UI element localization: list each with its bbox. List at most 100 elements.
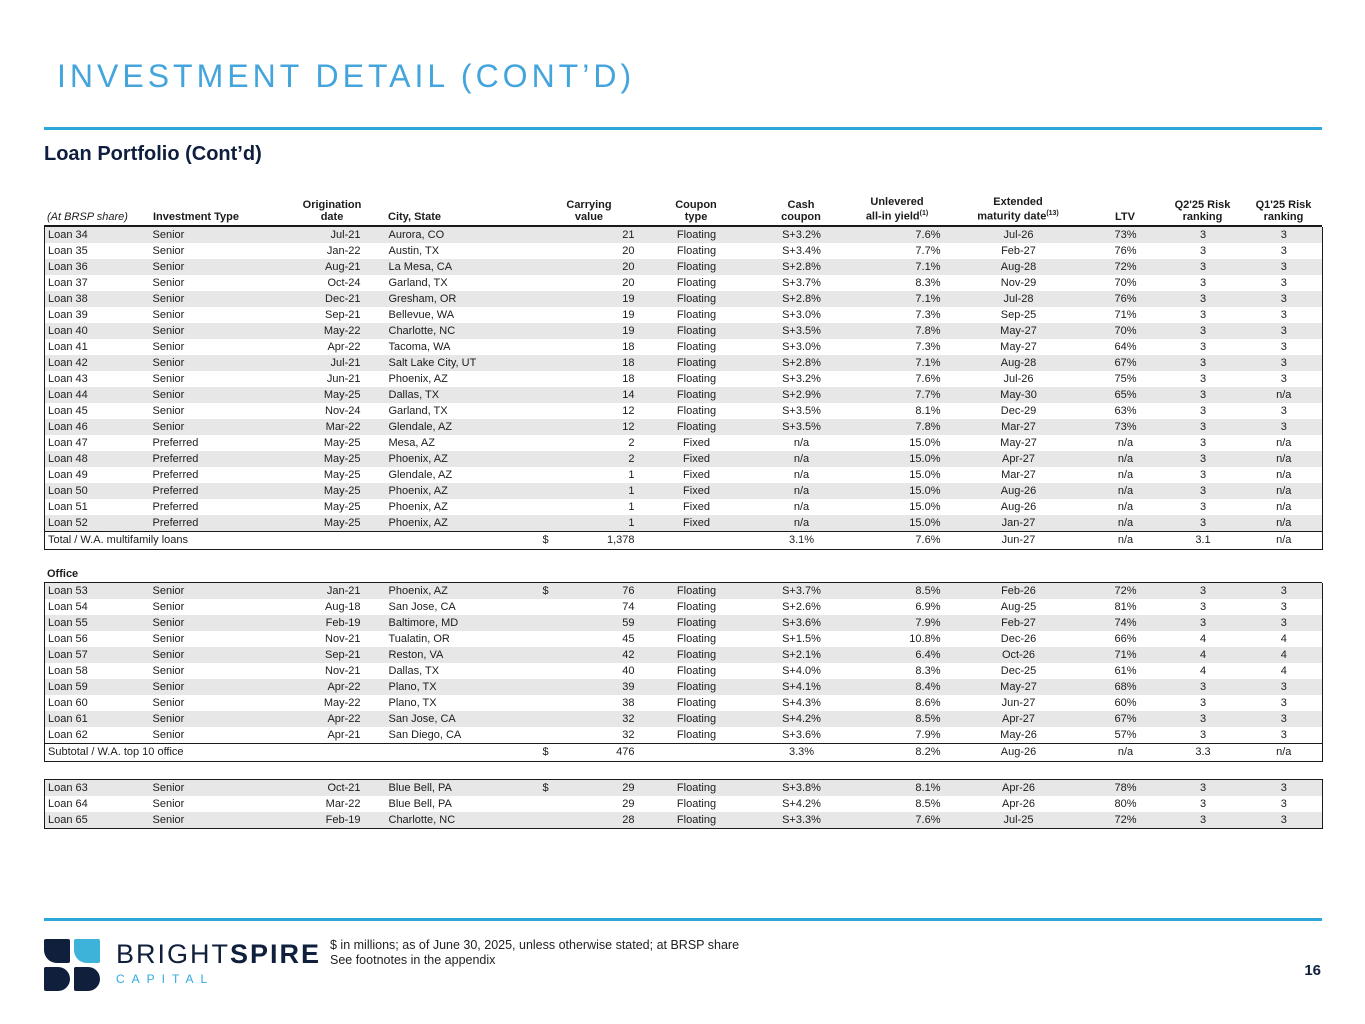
cell: 3 xyxy=(1199,356,1207,369)
cell: 3 xyxy=(1199,781,1207,794)
cell: Sep-21 xyxy=(325,648,361,661)
cell: 18 xyxy=(622,372,635,385)
cell: Floating xyxy=(676,356,717,369)
cell xyxy=(541,227,563,243)
cell: n/a xyxy=(793,484,810,497)
cell: Jul-28 xyxy=(1003,292,1034,305)
cell: Jun-27 xyxy=(1001,696,1036,709)
cell: Plano, TX xyxy=(388,696,437,709)
header-cash-coupon: Cash coupon xyxy=(781,198,821,223)
cell: 3 xyxy=(1280,276,1287,289)
cell: Mar-22 xyxy=(325,797,361,810)
loan-portfolio-table: (At BRSP share) Investment Type Originat… xyxy=(44,196,1323,829)
cell: S+3.7% xyxy=(782,584,821,597)
additional-office-loans-table: Loan 63 Senior Oct-21 Blue Bell, PA $29 Float… xyxy=(44,778,1323,829)
cell: Loan 36 xyxy=(48,260,88,273)
cell: 2 xyxy=(628,436,635,449)
cell: Feb-19 xyxy=(325,616,361,629)
cell: Tualatin, OR xyxy=(388,632,450,645)
cell: Floating xyxy=(676,244,717,257)
cell: 8.5% xyxy=(915,797,941,810)
cell: S+4.1% xyxy=(782,680,821,693)
cell: 3 xyxy=(1199,468,1207,481)
header-coupon-type: Coupon type xyxy=(675,198,717,223)
cell: S+4.2% xyxy=(782,797,821,810)
cell: 3 xyxy=(1199,308,1207,321)
cell: 3 xyxy=(1199,728,1207,741)
cell: 7.1% xyxy=(915,356,941,369)
cell: Aug-25 xyxy=(1000,600,1037,613)
cell: n/a xyxy=(1117,745,1134,758)
cell: S+4.3% xyxy=(782,696,821,709)
cell: 75% xyxy=(1114,372,1137,385)
cell: Reston, VA xyxy=(388,648,444,661)
cell: 4 xyxy=(1280,664,1287,677)
footnote: $ in millions; as of June 30, 2025, unle… xyxy=(330,938,739,968)
cell: S+3.8% xyxy=(782,781,821,794)
table-row: Loan 42 Senior Jul-21 Salt Lake City, UT 18 F… xyxy=(44,354,1323,371)
cell: Floating xyxy=(676,292,717,305)
cell xyxy=(541,291,563,307)
cell: S+3.5% xyxy=(782,404,821,417)
cell: Floating xyxy=(676,712,717,725)
cell: 3 xyxy=(1280,244,1287,257)
cell: Senior xyxy=(152,388,185,401)
cell xyxy=(541,499,563,515)
cell: S+2.8% xyxy=(782,292,821,305)
table-row: Loan 36 Senior Aug-21 La Mesa, CA 20 Floating… xyxy=(44,258,1323,275)
cell: 20 xyxy=(622,276,635,289)
cell xyxy=(541,403,563,419)
cell: S+2.9% xyxy=(782,388,821,401)
cell: 4 xyxy=(1199,632,1207,645)
footnote-line-1: $ in millions; as of June 30, 2025, unle… xyxy=(330,938,740,952)
cell: 7.7% xyxy=(915,244,941,257)
cell xyxy=(541,812,563,829)
cell: Jul-26 xyxy=(1003,372,1034,385)
cell: Loan 47 xyxy=(48,436,88,449)
cell xyxy=(541,711,563,727)
table-row: Loan 40 Senior May-22 Charlotte, NC 19 Floati… xyxy=(44,322,1323,339)
cell: Floating xyxy=(676,728,717,741)
cell: Feb-27 xyxy=(1001,244,1036,257)
cell: 3.1 xyxy=(1195,533,1211,546)
cell: 8.3% xyxy=(915,276,941,289)
cell: 1,378 xyxy=(606,533,635,546)
cell: Charlotte, NC xyxy=(388,813,456,826)
cell: Aug-21 xyxy=(325,260,361,273)
cell: n/a xyxy=(1276,533,1292,546)
cell: Senior xyxy=(152,797,185,810)
cell: Loan 49 xyxy=(48,468,88,481)
cell: 3 xyxy=(1199,404,1207,417)
cell: n/a xyxy=(1276,516,1292,529)
cell: Floating xyxy=(676,616,717,629)
cell: 57% xyxy=(1114,728,1137,741)
cell: 67% xyxy=(1114,356,1137,369)
cell: May-27 xyxy=(1000,436,1037,449)
header-origination-date: Origination date xyxy=(302,198,362,223)
cell: 3 xyxy=(1199,276,1207,289)
cell: Senior xyxy=(152,696,185,709)
cell: n/a xyxy=(1117,533,1134,546)
cell: 76% xyxy=(1114,292,1137,305)
cell: Senior xyxy=(152,244,185,257)
table-header: (At BRSP share) Investment Type Originat… xyxy=(44,196,1322,227)
cell xyxy=(541,647,563,663)
cell: 3 xyxy=(1199,420,1207,433)
cell: 3.1% xyxy=(788,533,815,546)
cell: 7.6% xyxy=(915,228,941,241)
header-city-state: City, State xyxy=(388,210,441,223)
cell: 78% xyxy=(1114,781,1137,794)
table-row: Loan 41 Senior Apr-22 Tacoma, WA 18 Floating S… xyxy=(45,339,1323,355)
cell: Loan 52 xyxy=(48,516,88,529)
cell: Fixed xyxy=(683,436,710,449)
cell: Dec-21 xyxy=(325,292,361,305)
table-row: Loan 57 Senior Sep-21 Reston, VA 42 Floating S… xyxy=(44,646,1323,663)
cell: May-25 xyxy=(323,468,361,481)
cell: 32 xyxy=(622,712,635,725)
cell: 3 xyxy=(1199,340,1207,353)
cell: Floating xyxy=(676,372,717,385)
cell: Loan 55 xyxy=(48,616,88,629)
cell: 1 xyxy=(628,468,635,481)
cell xyxy=(541,339,563,355)
